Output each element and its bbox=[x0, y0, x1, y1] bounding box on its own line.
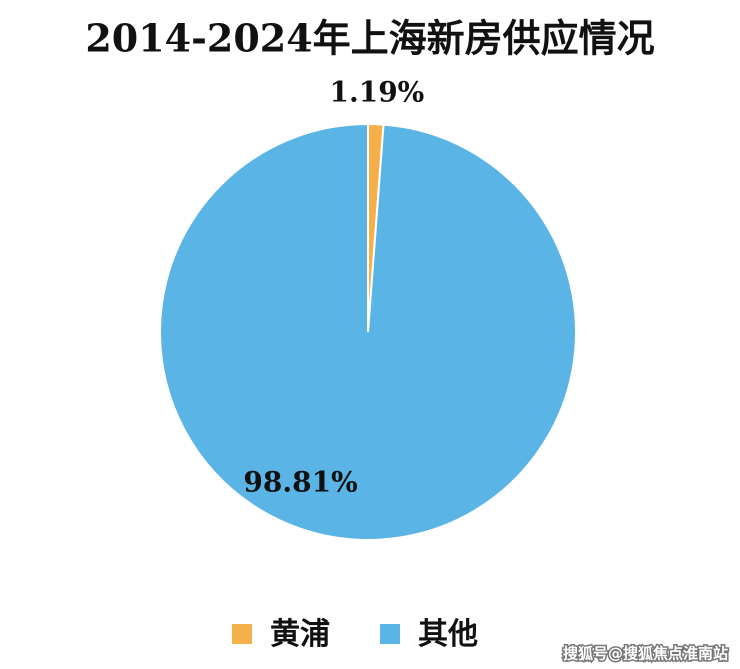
legend-swatch bbox=[380, 624, 400, 644]
slice-label: 1.19% bbox=[329, 76, 424, 109]
legend-label: 黄浦 bbox=[270, 617, 330, 652]
watermark: 搜狐号@搜狐焦点淮南站 bbox=[563, 645, 728, 663]
legend-swatch bbox=[232, 624, 252, 644]
slice-label: 98.81% bbox=[243, 466, 357, 499]
legend-label: 其他 bbox=[418, 617, 478, 652]
chart-title: 2014-2024年上海新房供应情况 bbox=[85, 16, 654, 61]
pie-slice bbox=[159, 122, 578, 541]
